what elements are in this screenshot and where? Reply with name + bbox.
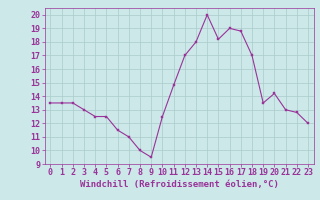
X-axis label: Windchill (Refroidissement éolien,°C): Windchill (Refroidissement éolien,°C) bbox=[80, 180, 279, 189]
